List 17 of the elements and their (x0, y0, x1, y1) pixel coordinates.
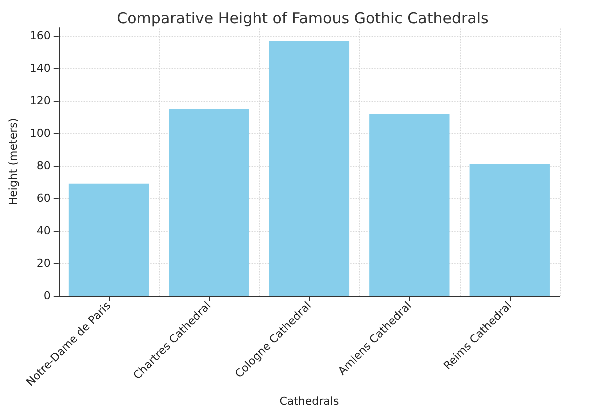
y-tick-label: 100 (30, 127, 51, 140)
bar (169, 109, 250, 296)
x-axis-title: Cathedrals (280, 395, 340, 408)
bar (470, 164, 550, 296)
y-tick-label: 120 (30, 94, 51, 108)
y-axis-title: Height (meters) (7, 118, 20, 206)
chart-title: Comparative Height of Famous Gothic Cathedrals (117, 10, 490, 28)
y-tick-label: 80 (36, 160, 51, 173)
y-tick-label: 60 (36, 192, 51, 206)
y-tick-label: 140 (30, 62, 51, 76)
y-tick-label: 160 (30, 30, 51, 43)
y-tick-label: 20 (36, 257, 51, 270)
y-tick-label: 40 (36, 224, 51, 238)
bar (68, 184, 150, 296)
bar (370, 114, 450, 296)
bar (269, 40, 350, 296)
y-tick-label: 0 (44, 290, 51, 302)
